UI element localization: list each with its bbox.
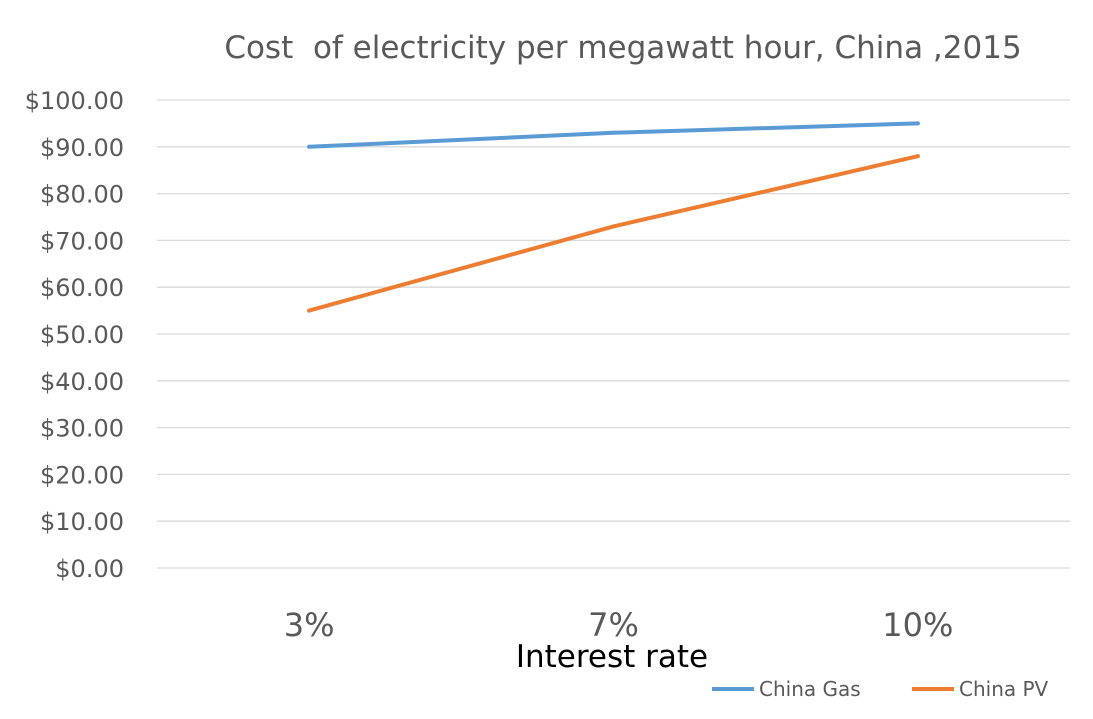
series-lines xyxy=(307,121,920,313)
y-tick-label: $30.00 xyxy=(40,415,124,443)
data-point-china-pv xyxy=(611,224,616,229)
data-point-china-gas xyxy=(915,121,920,126)
gridlines xyxy=(157,99,1070,569)
data-point-china-pv xyxy=(915,154,920,159)
legend: China Gas China PV xyxy=(712,677,1049,701)
data-point-china-pv xyxy=(307,308,312,313)
legend-label: China Gas xyxy=(759,677,861,701)
series-line-china-gas xyxy=(307,121,920,149)
y-tick-label: $100.00 xyxy=(25,87,124,115)
y-tick-label: $70.00 xyxy=(40,227,124,255)
chart-title: Cost of electricity per megawatt hour, C… xyxy=(224,30,1021,66)
data-point-china-gas xyxy=(307,144,312,149)
y-tick-label: $60.00 xyxy=(40,274,124,302)
data-point-china-gas xyxy=(611,130,616,135)
y-tick-label: $10.00 xyxy=(40,508,124,536)
x-tick-label: 3% xyxy=(284,606,335,644)
y-tick-label: $0.00 xyxy=(55,555,124,583)
x-tick-label: 7% xyxy=(588,606,639,644)
y-tick-label: $40.00 xyxy=(40,368,124,396)
legend-label: China PV xyxy=(959,677,1049,701)
x-axis-ticks: 3% 7% 10% xyxy=(284,606,954,644)
y-axis-ticks: $0.00 $10.00 $20.00 $30.00 $40.00 $50.00 $60.0… xyxy=(25,87,124,583)
y-tick-label: $80.00 xyxy=(40,181,124,209)
x-tick-label: 10% xyxy=(882,606,953,644)
y-tick-label: $50.00 xyxy=(40,321,124,349)
y-tick-label: $90.00 xyxy=(40,134,124,162)
y-tick-label: $20.00 xyxy=(40,461,124,489)
x-axis-label: Interest rate xyxy=(516,639,708,675)
